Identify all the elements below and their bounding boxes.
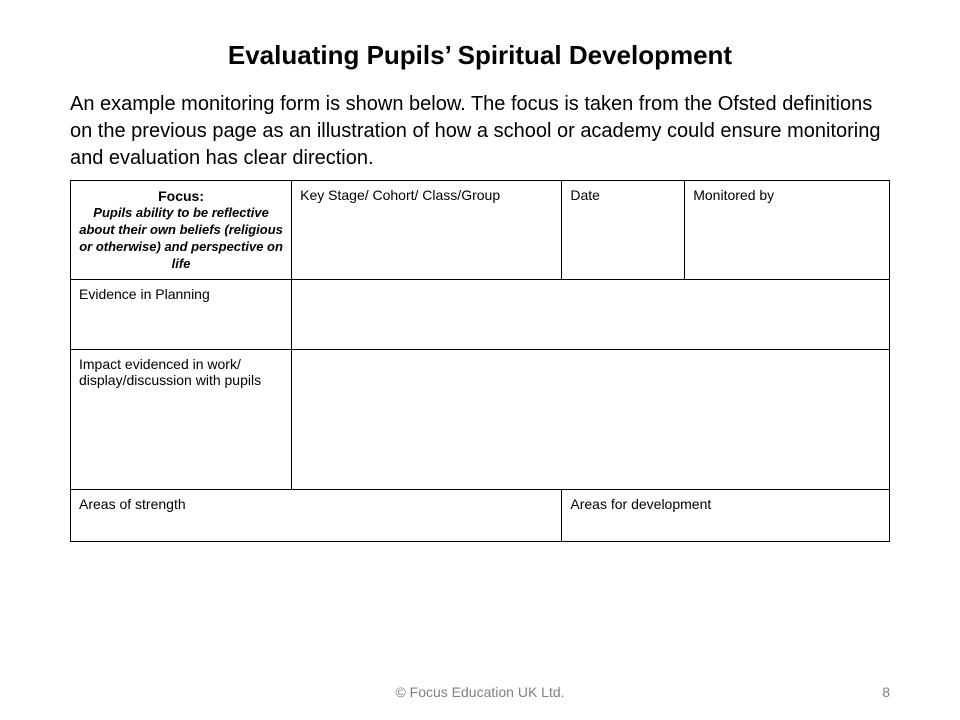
page-footer: © Focus Education UK Ltd. 8 <box>0 684 960 700</box>
monitoring-form-table: Focus: Pupils ability to be reflective a… <box>70 180 890 542</box>
page-number: 8 <box>882 684 890 700</box>
table-row: Impact evidenced in work/ display/discus… <box>71 349 890 489</box>
page-title: Evaluating Pupils’ Spiritual Development <box>70 40 890 71</box>
evidence-value-cell <box>292 279 890 349</box>
table-row: Focus: Pupils ability to be reflective a… <box>71 181 890 280</box>
focus-cell: Focus: Pupils ability to be reflective a… <box>71 181 292 280</box>
footer-inner: © Focus Education UK Ltd. 8 <box>0 684 960 700</box>
impact-value-cell <box>292 349 890 489</box>
development-cell: Areas for development <box>562 489 890 541</box>
focus-label: Focus: <box>79 187 283 205</box>
strength-cell: Areas of strength <box>71 489 562 541</box>
header-date-cell: Date <box>562 181 685 280</box>
header-monitored-cell: Monitored by <box>685 181 890 280</box>
evidence-label-cell: Evidence in Planning <box>71 279 292 349</box>
page-container: Evaluating Pupils’ Spiritual Development… <box>0 0 960 720</box>
focus-description: Pupils ability to be reflective about th… <box>79 205 283 273</box>
impact-label-cell: Impact evidenced in work/ display/discus… <box>71 349 292 489</box>
copyright-text: © Focus Education UK Ltd. <box>0 684 960 700</box>
table-row: Areas of strength Areas for development <box>71 489 890 541</box>
header-keystage-cell: Key Stage/ Cohort/ Class/Group <box>292 181 562 280</box>
intro-paragraph: An example monitoring form is shown belo… <box>70 91 890 172</box>
table-row: Evidence in Planning <box>71 279 890 349</box>
